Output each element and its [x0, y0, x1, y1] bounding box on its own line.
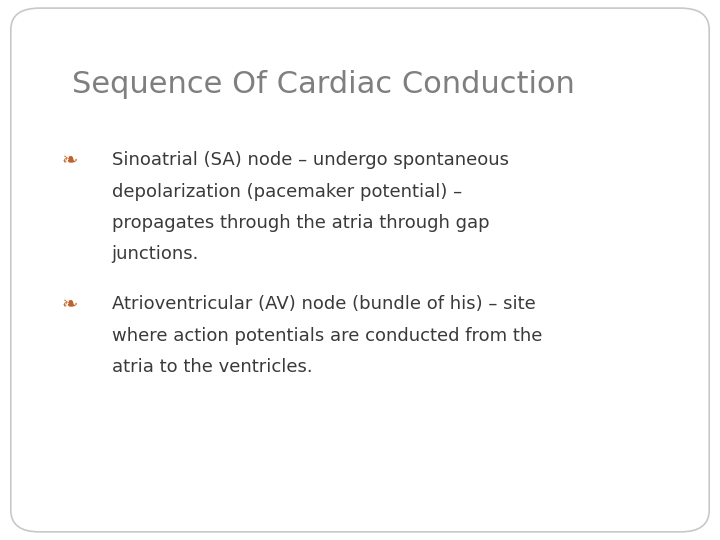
Text: ❧: ❧ — [61, 151, 78, 170]
Text: ❧: ❧ — [61, 295, 78, 314]
Text: Sequence Of Cardiac Conduction: Sequence Of Cardiac Conduction — [72, 70, 575, 99]
Text: junctions.: junctions. — [112, 245, 199, 263]
Text: where action potentials are conducted from the: where action potentials are conducted fr… — [112, 327, 542, 345]
Text: Atrioventricular (AV) node (bundle of his) – site: Atrioventricular (AV) node (bundle of hi… — [112, 295, 536, 313]
FancyBboxPatch shape — [11, 8, 709, 532]
Text: propagates through the atria through gap: propagates through the atria through gap — [112, 214, 489, 232]
Text: depolarization (pacemaker potential) –: depolarization (pacemaker potential) – — [112, 183, 462, 200]
Text: atria to the ventricles.: atria to the ventricles. — [112, 358, 312, 376]
Text: Sinoatrial (SA) node – undergo spontaneous: Sinoatrial (SA) node – undergo spontaneo… — [112, 151, 508, 169]
